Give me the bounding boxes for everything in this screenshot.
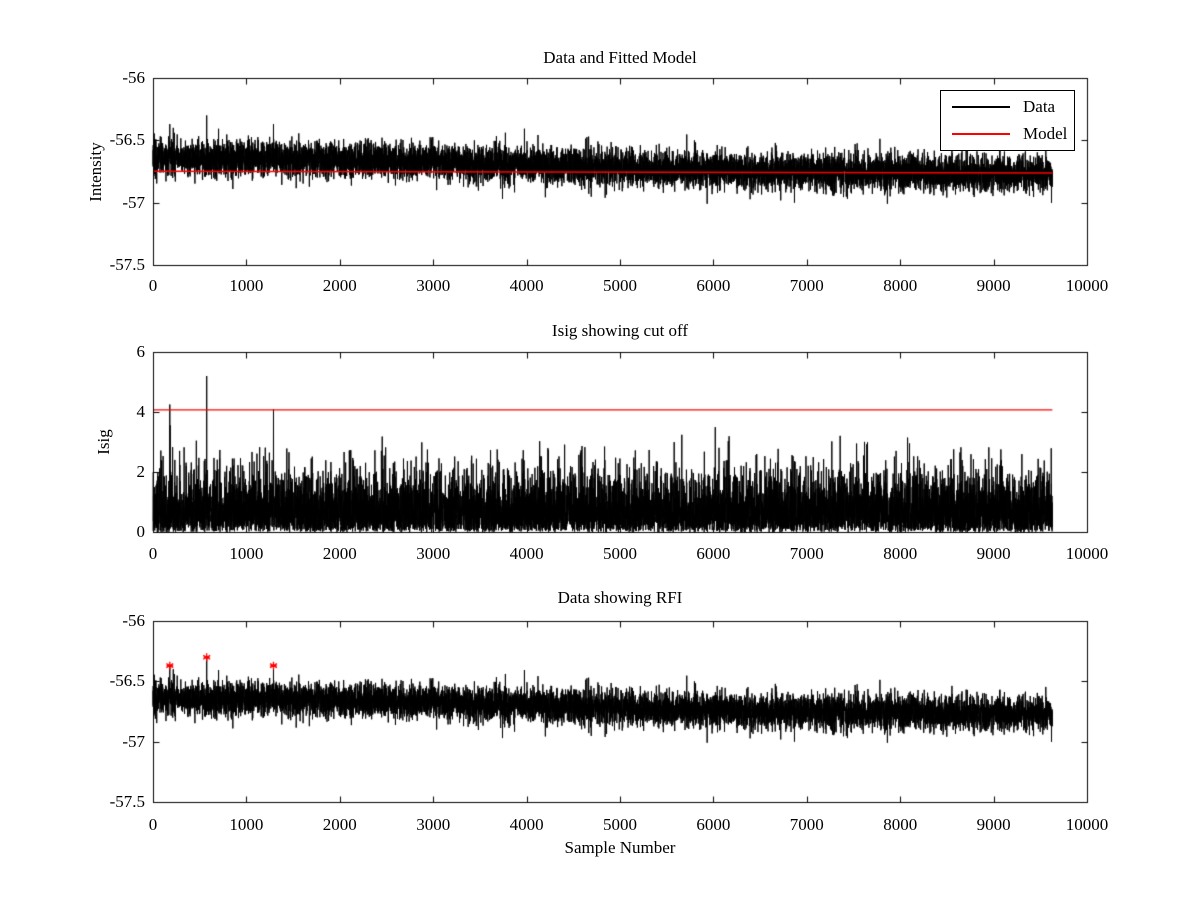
legend-model-label: Model — [1023, 124, 1068, 144]
x-tick-label: 10000 — [1065, 276, 1109, 295]
x-tick-label: 4000 — [509, 544, 544, 563]
x-tick-label: 1000 — [229, 544, 264, 563]
x-tick-label: 7000 — [789, 815, 824, 834]
x-tick-label: 2000 — [322, 815, 357, 834]
plot1-ylabel: Intensity — [86, 142, 105, 202]
x-tick-label: 3000 — [416, 276, 451, 295]
x-tick-label: 3000 — [416, 815, 451, 834]
x-tick-label: 8000 — [883, 276, 918, 295]
y-tick-label: -56.5 — [109, 671, 145, 691]
x-tick-label: 4000 — [509, 276, 544, 295]
x-tick-label: 8000 — [883, 815, 918, 834]
y-tick-label: -57 — [122, 192, 145, 212]
x-tick-label: 3000 — [416, 544, 451, 563]
x-tick-label: 6000 — [696, 815, 731, 834]
x-tick-label: 9000 — [976, 544, 1011, 563]
plot2-title: Isig showing cut off — [551, 321, 689, 340]
y-tick-label: -57.5 — [109, 255, 145, 274]
x-tick-label: 8000 — [883, 544, 918, 563]
y-tick-label: -57 — [122, 731, 145, 751]
plot1-title: Data and Fitted Model — [543, 48, 697, 67]
x-tick-label: 5000 — [603, 544, 637, 563]
x-tick-label: 7000 — [789, 544, 824, 563]
y-tick-label: 0 — [136, 522, 146, 541]
x-tick-label: 2000 — [322, 276, 357, 295]
x-tick-label: 7000 — [789, 276, 824, 295]
y-tick-label: -56 — [122, 68, 145, 87]
x-tick-label: 9000 — [976, 276, 1011, 295]
legend-model-line-swatch — [952, 133, 1010, 136]
y-tick-label: -57.5 — [109, 792, 145, 811]
y-tick-label: 6 — [136, 342, 146, 361]
x-tick-label: 1000 — [229, 815, 264, 834]
legend: Data Model — [940, 90, 1075, 151]
x-tick-label: 0 — [148, 815, 158, 834]
x-tick-label: 0 — [148, 544, 158, 563]
x-tick-label: 4000 — [509, 815, 544, 834]
y-tick-label: -56 — [122, 611, 145, 630]
plot3-xlabel: Sample Number — [564, 838, 676, 857]
x-tick-label: 10000 — [1065, 544, 1109, 563]
x-tick-label: 10000 — [1065, 815, 1109, 834]
legend-entry-model: Model — [941, 122, 1074, 146]
y-tick-label: 4 — [136, 402, 146, 421]
x-tick-label: 9000 — [976, 815, 1011, 834]
x-tick-label: 0 — [148, 276, 158, 295]
legend-data-line-swatch — [952, 105, 1010, 108]
y-tick-label: 2 — [136, 462, 146, 481]
legend-entry-data: Data — [941, 95, 1074, 119]
y-tick-label: -56.5 — [109, 130, 145, 150]
x-tick-label: 6000 — [696, 276, 731, 295]
x-tick-label: 5000 — [603, 815, 637, 834]
x-tick-label: 2000 — [322, 544, 357, 563]
x-tick-label: 1000 — [229, 276, 264, 295]
plot3-title: Data showing RFI — [557, 588, 683, 607]
legend-data-label: Data — [1023, 96, 1056, 116]
x-tick-label: 6000 — [696, 544, 731, 563]
plot2-ylabel: Isig — [94, 429, 113, 455]
x-tick-label: 5000 — [603, 276, 637, 295]
